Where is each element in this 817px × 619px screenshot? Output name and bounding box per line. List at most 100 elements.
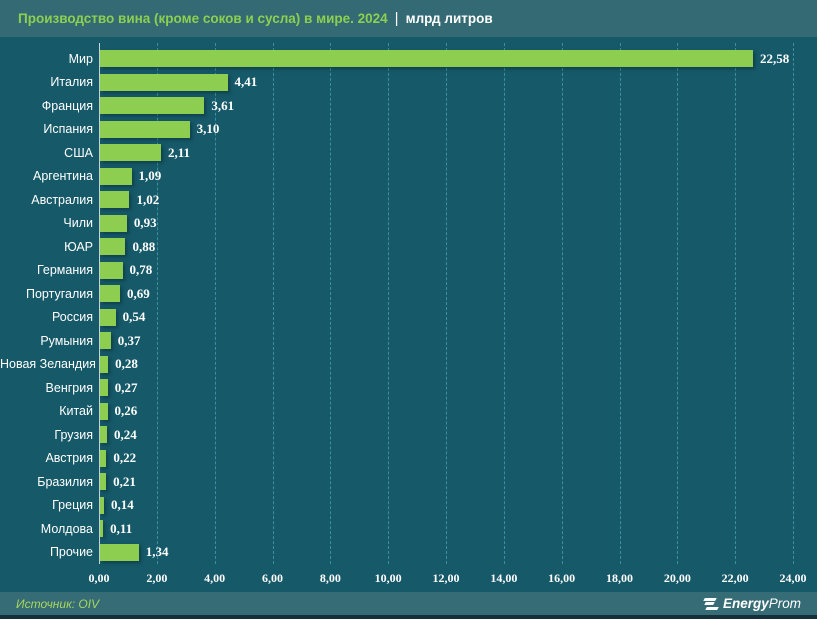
- gridline: [793, 43, 794, 564]
- gridline: [156, 43, 158, 564]
- bar-track: 0,26: [99, 402, 793, 420]
- x-tick-label: 18,00: [606, 571, 633, 585]
- bar-track: 3,61: [99, 97, 793, 115]
- bar-row: Мир 22,58: [0, 47, 793, 71]
- bar: [100, 50, 753, 68]
- bar-track: 0,27: [99, 379, 793, 397]
- x-tick-label: 10,00: [374, 571, 402, 585]
- gridline: [677, 43, 679, 564]
- value-label: 0,37: [117, 332, 141, 348]
- category-label: Грузия: [54, 427, 93, 442]
- bar-row: Германия 0,78: [0, 259, 793, 283]
- value-label: 22,58: [759, 50, 790, 66]
- bar-row: Грузия 0,24: [0, 423, 793, 447]
- value-label: 0,28: [115, 356, 138, 372]
- value-label: 0,24: [113, 426, 137, 442]
- bar-track: 4,41: [99, 73, 793, 91]
- bar-track: 1,34: [99, 543, 793, 561]
- bar: [100, 261, 123, 279]
- bar-track: 22,58: [99, 50, 793, 68]
- bar-chart: Мир 22,58 Италия 4,41 Франция 3,61 Испания 3,10…: [0, 37, 817, 592]
- category-label: Греция: [52, 498, 93, 513]
- source-label: Источник: OIV: [16, 596, 100, 611]
- value-label: 0,93: [133, 215, 157, 231]
- value-label: 0,11: [110, 520, 133, 536]
- value-label: 0,78: [129, 262, 153, 278]
- category-label: Аргентина: [33, 169, 93, 184]
- bar-track: 0,22: [99, 449, 793, 467]
- bar-track: 0,69: [99, 285, 793, 303]
- bar-row: Румыния 0,37: [0, 329, 793, 353]
- bar: [100, 449, 107, 467]
- category-label: Италия: [50, 75, 93, 90]
- energyprom-icon: [703, 597, 719, 610]
- category-label: Португалия: [25, 286, 93, 301]
- bar-row: Чили 0,93: [0, 212, 793, 236]
- bar-track: 1,02: [99, 191, 793, 209]
- x-tick-label: 20,00: [663, 571, 691, 585]
- bar-row: Франция 3,61: [0, 94, 793, 118]
- logo-stripe: [704, 602, 715, 605]
- x-axis-tick-labels: 0,00 2,00 4,00 6,00 8,00 10,00 12,00 14,00 16,00…: [89, 571, 807, 587]
- gridline: [561, 43, 563, 564]
- y-axis-line: [99, 43, 100, 564]
- bar-row: Бразилия 0,21: [0, 470, 793, 494]
- bar-track: 0,28: [99, 355, 793, 373]
- category-label: Австрия: [45, 451, 93, 466]
- bar-track: 0,14: [99, 496, 793, 514]
- value-label: 0,27: [114, 379, 138, 395]
- logo-stripe: [703, 597, 717, 601]
- bar-track: 2,11: [99, 144, 793, 162]
- value-label: 1,09: [138, 168, 162, 184]
- value-label: 0,21: [113, 473, 136, 489]
- bar: [100, 379, 108, 397]
- bar: [100, 120, 190, 138]
- bar-row: Прочие 1,34: [0, 541, 793, 565]
- value-label: 1,34: [145, 544, 169, 560]
- category-label: Прочие: [49, 545, 93, 560]
- gridline: [272, 43, 274, 564]
- bar-row: Аргентина 1,09: [0, 165, 793, 189]
- bar: [100, 191, 130, 209]
- chart-unit-label: млрд литров: [405, 11, 493, 26]
- value-label: 0,14: [111, 497, 134, 513]
- category-label: Новая Зеландия: [0, 357, 96, 372]
- category-label: Молдова: [40, 521, 93, 536]
- gridline: [446, 43, 447, 564]
- value-label: 0,69: [126, 285, 150, 301]
- gridline: [214, 43, 216, 564]
- x-tick-label: 14,00: [490, 571, 518, 585]
- bar-track: 0,11: [99, 520, 793, 538]
- category-label: Мир: [68, 51, 93, 66]
- bar: [100, 214, 127, 232]
- bar: [100, 426, 107, 444]
- gridline: [619, 43, 621, 564]
- gridline: [388, 43, 390, 564]
- header: Производство вина (кроме соков и сусла) …: [0, 0, 817, 37]
- category-label: Китай: [59, 404, 93, 419]
- bar-row: Испания 3,10: [0, 118, 793, 142]
- value-label: 4,41: [234, 74, 258, 90]
- logo-text-bold: Energy: [722, 596, 769, 611]
- category-label: Австралия: [31, 192, 93, 207]
- category-label: ЮАР: [64, 239, 93, 254]
- bar-track: 0,21: [99, 473, 793, 491]
- category-label: Венгрия: [45, 380, 93, 395]
- value-label: 0,88: [132, 238, 156, 254]
- x-tick-label: 24,00: [779, 571, 807, 585]
- bar-track: 0,93: [99, 214, 793, 232]
- bar-track: 0,24: [99, 426, 793, 444]
- category-label: Румыния: [40, 333, 93, 348]
- x-tick-label: 8,00: [319, 571, 341, 585]
- title-separator: |: [394, 10, 399, 27]
- value-label: 0,54: [122, 309, 146, 325]
- bar-track: 1,09: [99, 167, 793, 185]
- gridline: [735, 43, 737, 564]
- footer: Источник: OIV EnergyProm: [0, 592, 817, 615]
- bar: [100, 496, 105, 514]
- bar: [100, 97, 205, 115]
- bar-track: 0,78: [99, 261, 793, 279]
- bar-row: Новая Зеландия 0,28: [0, 353, 793, 377]
- x-tick-label: 4,00: [204, 571, 226, 585]
